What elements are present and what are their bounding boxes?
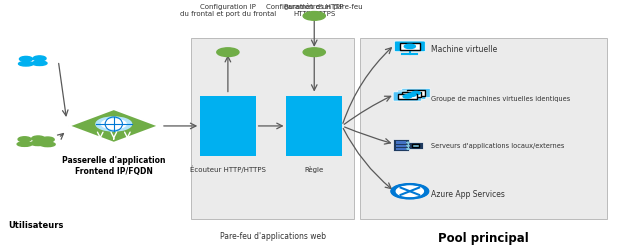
FancyBboxPatch shape — [394, 41, 425, 52]
FancyBboxPatch shape — [393, 92, 422, 101]
Circle shape — [18, 137, 31, 142]
Circle shape — [217, 48, 239, 57]
FancyBboxPatch shape — [397, 90, 426, 99]
Circle shape — [407, 145, 409, 146]
Circle shape — [303, 11, 325, 20]
Text: Machine virtuelle: Machine virtuelle — [431, 45, 498, 54]
Text: Paramètres HTTP
HTTP/HTTPS: Paramètres HTTP HTTP/HTTPS — [285, 4, 344, 17]
FancyBboxPatch shape — [398, 94, 417, 99]
FancyBboxPatch shape — [361, 38, 607, 219]
FancyBboxPatch shape — [393, 139, 409, 151]
Circle shape — [404, 44, 416, 49]
Text: Serveurs d'applications locaux/externes: Serveurs d'applications locaux/externes — [431, 143, 565, 149]
Circle shape — [396, 186, 424, 196]
Text: Règle: Règle — [305, 166, 324, 173]
Text: Pool principal: Pool principal — [439, 232, 529, 245]
Circle shape — [407, 142, 409, 143]
Ellipse shape — [31, 141, 46, 146]
FancyBboxPatch shape — [191, 38, 354, 219]
Circle shape — [33, 56, 46, 61]
Text: Frontend IP/FQDN: Frontend IP/FQDN — [75, 167, 153, 176]
Polygon shape — [69, 109, 159, 143]
Text: Utilisateurs: Utilisateurs — [7, 221, 63, 231]
Text: Configuration d'un pare-feu: Configuration d'un pare-feu — [266, 4, 363, 10]
FancyBboxPatch shape — [400, 43, 420, 50]
Ellipse shape — [32, 61, 47, 65]
Circle shape — [19, 57, 32, 62]
Circle shape — [412, 91, 421, 95]
Text: Groupe de machines virtuelles identiques: Groupe de machines virtuelles identiques — [431, 96, 571, 102]
Circle shape — [41, 137, 54, 142]
Text: Écouteur HTTP/HTTPS: Écouteur HTTP/HTTPS — [190, 166, 266, 173]
FancyBboxPatch shape — [402, 92, 421, 97]
Circle shape — [391, 184, 428, 198]
FancyBboxPatch shape — [396, 145, 406, 147]
FancyBboxPatch shape — [396, 141, 406, 144]
FancyBboxPatch shape — [408, 142, 423, 149]
Text: Pare-feu d'applications web: Pare-feu d'applications web — [220, 232, 326, 241]
Circle shape — [303, 48, 325, 57]
Circle shape — [96, 117, 132, 131]
Ellipse shape — [40, 142, 55, 147]
FancyBboxPatch shape — [286, 96, 342, 156]
Circle shape — [407, 93, 416, 96]
Ellipse shape — [17, 142, 32, 146]
Circle shape — [407, 148, 409, 149]
FancyBboxPatch shape — [412, 144, 419, 147]
Text: Passerelle d'application: Passerelle d'application — [62, 156, 165, 165]
Text: Azure App Services: Azure App Services — [431, 190, 505, 199]
Text: Configuration IP
du frontal et port du frontal: Configuration IP du frontal et port du f… — [180, 4, 276, 17]
FancyBboxPatch shape — [200, 96, 256, 156]
Circle shape — [403, 95, 412, 98]
Ellipse shape — [19, 62, 34, 66]
FancyBboxPatch shape — [402, 88, 430, 98]
Circle shape — [102, 119, 126, 129]
FancyBboxPatch shape — [396, 148, 406, 150]
Circle shape — [32, 136, 45, 141]
FancyBboxPatch shape — [407, 90, 425, 96]
